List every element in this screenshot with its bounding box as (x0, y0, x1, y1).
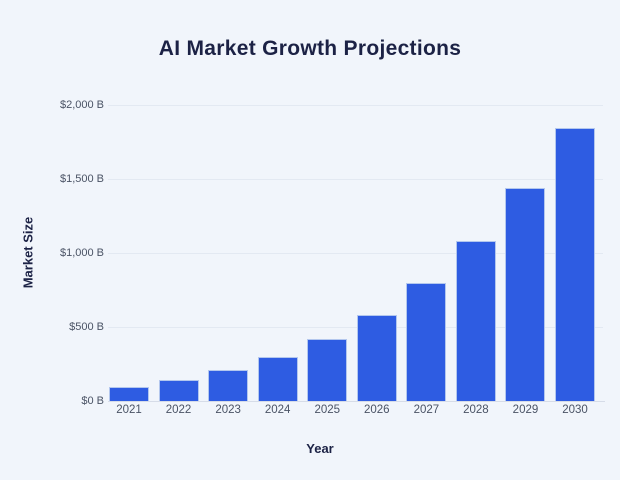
y-tick-label: $1,000 B (59, 247, 104, 259)
bar-2024 (257, 356, 298, 401)
gridline (108, 104, 603, 106)
bar-2030 (555, 127, 596, 401)
bar-2023 (208, 370, 249, 401)
bar-2022 (158, 379, 199, 401)
gridline (108, 252, 603, 254)
y-axis-tick-labels: $0 B $500 B $1,000 B $1,500 B $2,000 B (0, 99, 104, 407)
bar-2028 (455, 240, 496, 401)
x-tick-label: 2028 (463, 404, 489, 416)
y-tick-label: $2,000 B (59, 99, 104, 111)
y-tick-label: $500 B (69, 321, 104, 333)
x-tick-label: 2022 (165, 404, 192, 416)
x-tick-label: 2021 (116, 404, 142, 416)
bar-2027 (406, 282, 447, 401)
plot-area (108, 104, 605, 402)
x-axis-title: Year (306, 441, 334, 456)
gridline (108, 178, 603, 180)
gridline (108, 326, 603, 328)
x-tick-label: 2029 (512, 404, 539, 416)
y-tick-label: $0 B (81, 395, 104, 407)
x-tick-label: 2024 (264, 404, 291, 416)
bar-2029 (505, 187, 546, 401)
bar-2025 (307, 338, 348, 401)
chart-title: AI Market Growth Projections (158, 37, 462, 60)
x-tick-label: 2027 (413, 404, 440, 416)
x-axis-line (108, 400, 605, 402)
x-axis-tick-labels: 2021 2022 2023 2024 2025 2026 2027 2028 2029 2030 (108, 404, 603, 420)
bar-2026 (356, 314, 397, 401)
x-tick-label: 2023 (215, 404, 241, 416)
bar-2021 (109, 386, 149, 401)
y-tick-label: $1,500 B (59, 173, 104, 185)
x-tick-label: 2025 (314, 404, 341, 416)
x-tick-label: 2026 (364, 404, 390, 416)
x-tick-label: 2030 (562, 404, 588, 416)
